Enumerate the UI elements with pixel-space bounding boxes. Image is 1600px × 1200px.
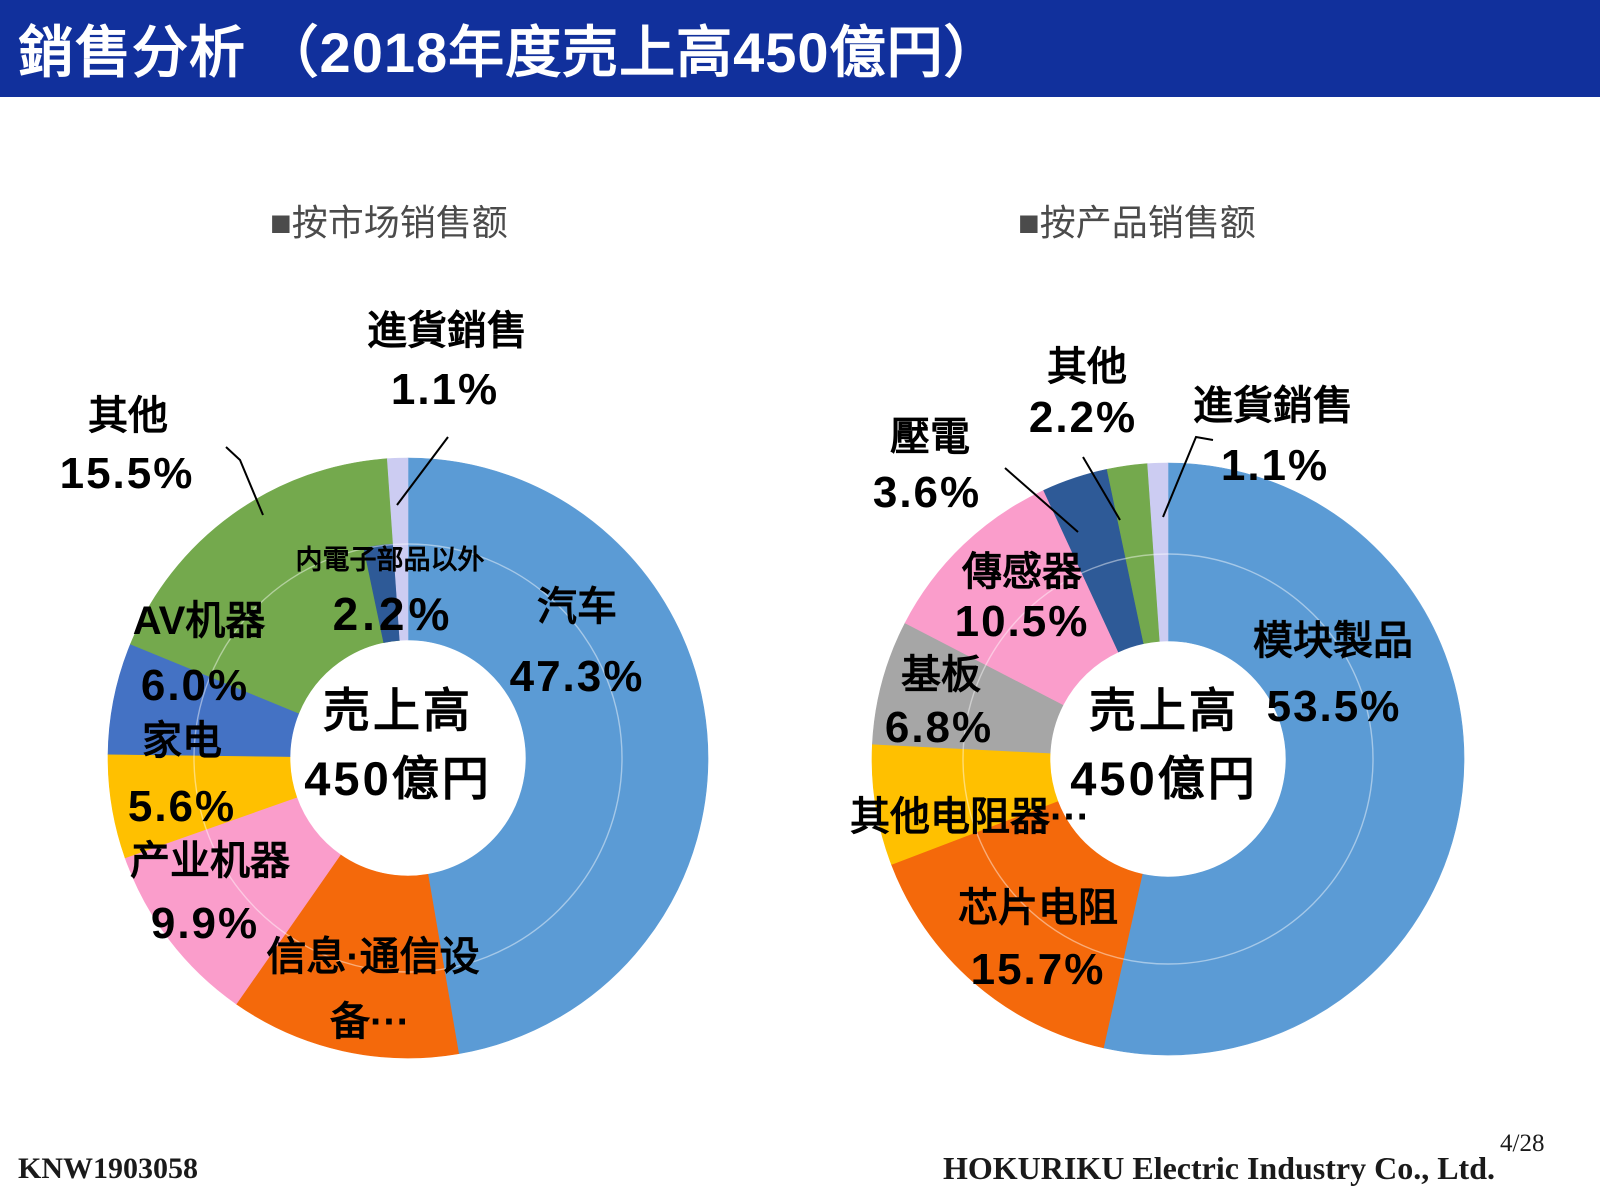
- product-label-module-name: 模块製品: [1253, 619, 1413, 663]
- product-piezo-leader-line: [1004, 467, 1079, 533]
- product-center-label-line1: 売上高: [1089, 684, 1239, 737]
- market-donut-chart: [107, 436, 709, 1059]
- market-label-automotive-pct: 47.3%: [509, 652, 645, 701]
- product-label-others-name: 其他: [1047, 345, 1127, 389]
- slide-title: 銷售分析 （2018年度売上高450億円）: [18, 21, 1001, 84]
- market-inner-ring-line: [193, 543, 623, 973]
- pie-slice-其他: [130, 458, 401, 714]
- product-label-purchased-name: 進貨銷售: [1193, 384, 1353, 428]
- product-label-module-pct: 53.5%: [1266, 682, 1402, 731]
- market-label-industrial-name: 产业机器: [130, 839, 290, 883]
- product-label-chip-resistor-pct: 15.7%: [970, 945, 1106, 994]
- product-donut-slices: [871, 462, 1465, 1056]
- product-others-leader-line: [1082, 456, 1121, 521]
- market-center-label-line1: 売上高: [323, 684, 473, 737]
- market-label-av-name: AV机器: [132, 599, 266, 643]
- product-center-label-line2: 450億円: [1070, 752, 1258, 805]
- market-label-others-name: 其他: [88, 394, 168, 438]
- product-label-chip-resistor-name: 芯片电阻: [958, 886, 1118, 930]
- market-label-nonelectronic-pct: 2.2%: [332, 588, 454, 640]
- market-chart-heading: ■按市场销售额: [270, 202, 508, 243]
- product-donut-chart: [871, 435, 1465, 1056]
- company-name: HOKURIKU Electric Industry Co., Ltd.: [943, 1150, 1495, 1186]
- product-label-piezo-name: 壓電: [890, 415, 970, 459]
- market-label-others-pct: 15.5%: [59, 449, 195, 498]
- market-center-label-line2: 450億円: [304, 752, 492, 805]
- market-label-automotive-name: 汽车: [537, 585, 617, 629]
- market-label-home-name: 家电: [142, 719, 222, 763]
- product-label-other-resistors-name: 其他电阻器···: [850, 795, 1090, 839]
- pie-slice-進貨銷售: [386, 457, 409, 641]
- pie-slice-芯片电阻: [891, 800, 1143, 1049]
- market-label-purchased-name: 進貨銷售: [367, 309, 527, 353]
- market-label-infocomm-line1: 信息·通信设: [266, 935, 480, 979]
- product-label-sensor-name: 傳感器: [962, 550, 1082, 594]
- market-label-infocomm-line2: 备···: [330, 1000, 410, 1044]
- market-purchased-leader-line: [396, 436, 449, 506]
- market-label-industrial-pct: 9.9%: [150, 899, 260, 948]
- page-number: 4/28: [1500, 1130, 1545, 1157]
- market-others-leader-line: [225, 446, 264, 516]
- product-chart-heading: ■按产品销售额: [1018, 202, 1256, 243]
- pie-slice-信息·通信设备···: [235, 854, 459, 1059]
- market-label-av-pct: 6.0%: [140, 661, 250, 710]
- market-label-home-pct: 5.6%: [127, 782, 237, 831]
- market-label-purchased-pct: 1.1%: [390, 365, 500, 414]
- pie-slice-傳感器: [904, 489, 1119, 706]
- product-label-substrate-pct: 6.8%: [884, 703, 994, 752]
- product-label-piezo-pct: 3.6%: [872, 468, 982, 517]
- product-inner-ring-line: [962, 553, 1374, 965]
- pie-slice-進貨銷售: [1147, 462, 1169, 642]
- product-purchased-leader-line: [1162, 435, 1214, 518]
- title-bar: 銷售分析 （2018年度売上高450億円）: [0, 0, 1600, 97]
- product-label-others-pct: 2.2%: [1028, 393, 1138, 442]
- pie-slice-模块製品: [1103, 462, 1465, 1056]
- pie-slice-汽车: [407, 457, 709, 1055]
- product-label-sensor-pct: 10.5%: [954, 597, 1090, 646]
- document-id: KNW1903058: [18, 1152, 198, 1185]
- market-donut-slices: [107, 457, 709, 1059]
- market-label-nonelectronic-name: 内電子部品以外: [295, 545, 485, 575]
- product-label-purchased-pct: 1.1%: [1220, 441, 1330, 490]
- product-label-substrate-name: 基板: [901, 653, 981, 697]
